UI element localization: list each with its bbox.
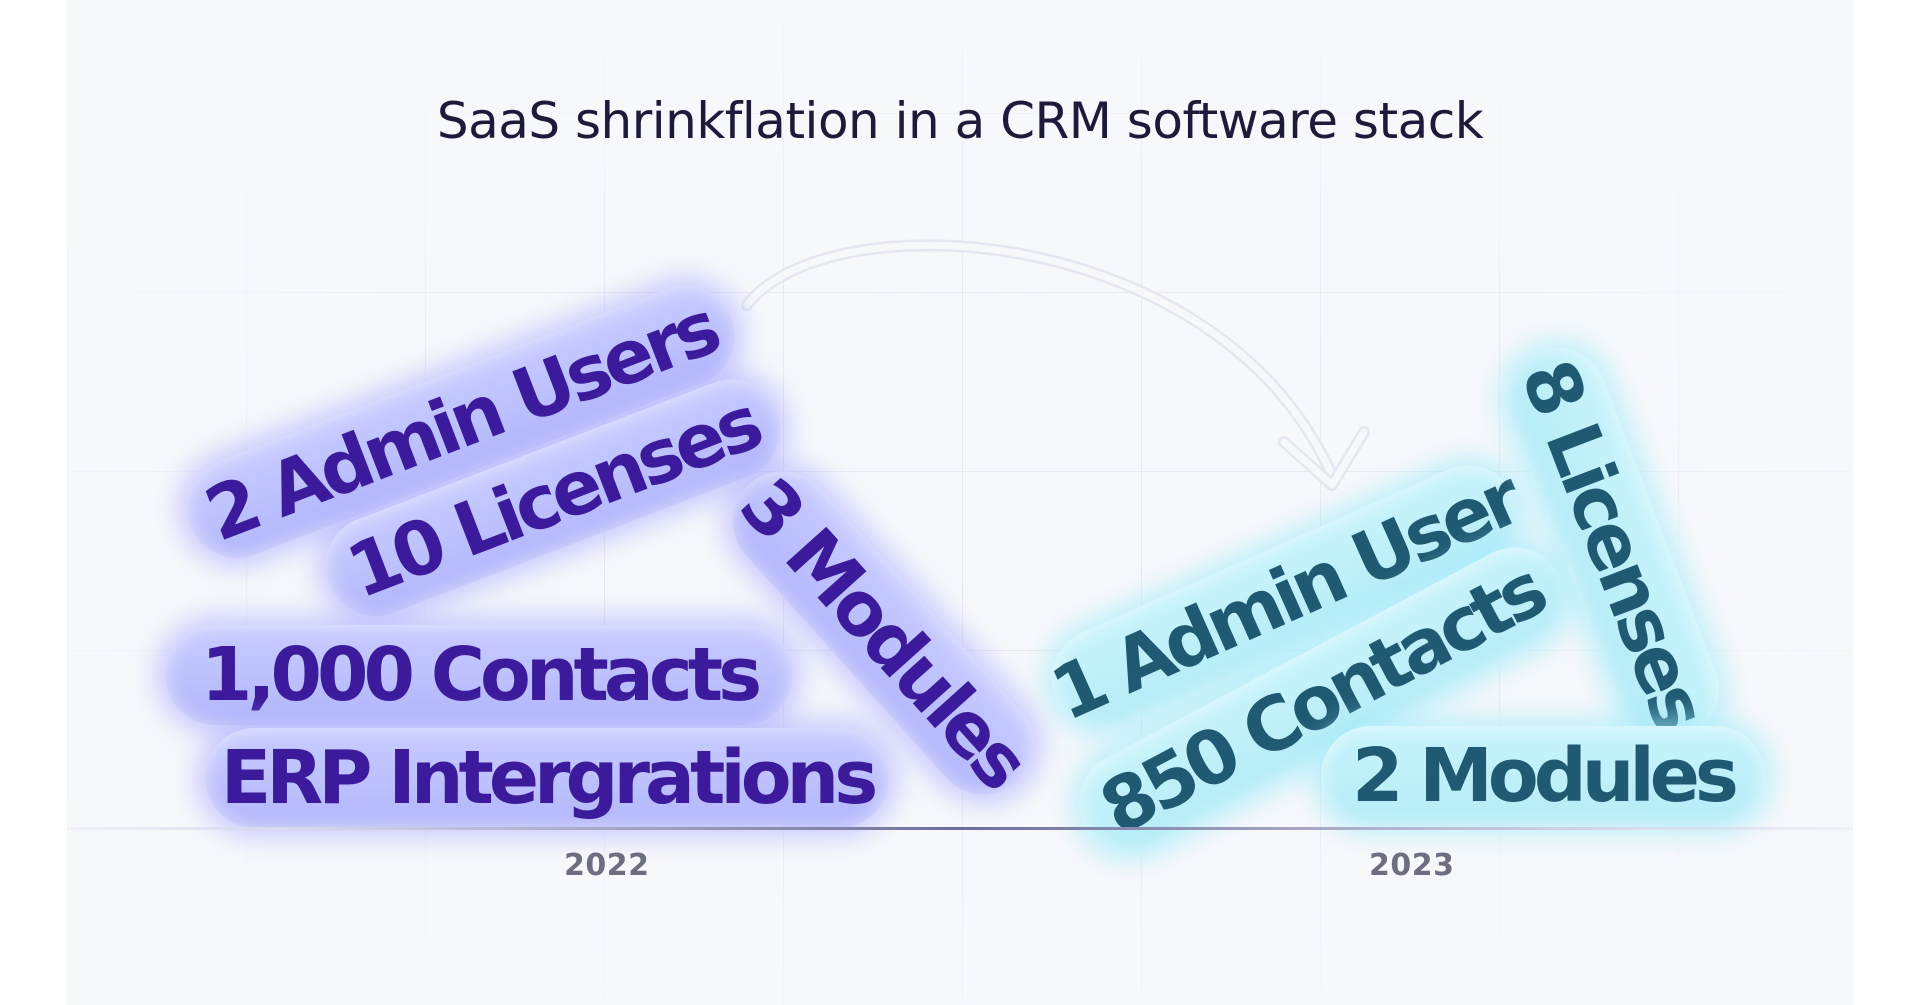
- year-label-2023: 2023: [1369, 848, 1455, 883]
- pill-2022-contacts: 1,000 Contacts: [165, 625, 793, 725]
- timeline-baseline: [67, 827, 1853, 830]
- year-label-2022: 2022: [564, 848, 650, 883]
- pill-2023-modules: 2 Modules: [1321, 726, 1765, 826]
- pill-2022-erp-integrations: ERP Intergrations: [205, 728, 889, 828]
- chart-title: SaaS shrinkflation in a CRM software sta…: [436, 92, 1484, 150]
- illustration-canvas: SaaS shrinkflation in a CRM software sta…: [67, 0, 1853, 1005]
